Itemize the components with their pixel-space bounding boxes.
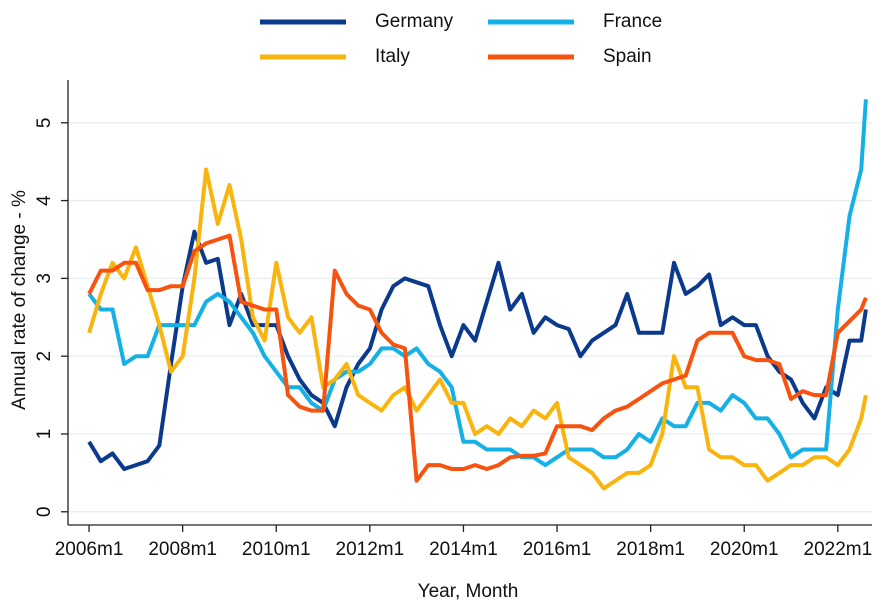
legend-label: France [603, 11, 662, 32]
y-tick-label: 5 [34, 117, 55, 128]
y-axis-label: Annual rate of change - % [9, 190, 30, 410]
x-tick-label: 2008m1 [148, 539, 217, 560]
series-line [87, 99, 868, 468]
y-tick-label: 4 [34, 195, 55, 206]
series-line [87, 167, 868, 491]
x-tick-label: 2010m1 [242, 539, 311, 560]
legend-label: Germany [375, 11, 454, 32]
x-tick-label: 2020m1 [710, 539, 779, 560]
x-tick-label: 2018m1 [616, 539, 685, 560]
x-axis-label: Year, Month [418, 581, 519, 602]
y-tick-label: 2 [34, 351, 55, 362]
x-tick-label: 2006m1 [55, 539, 124, 560]
y-tick-label: 1 [34, 429, 55, 440]
legend-label: Spain [603, 46, 652, 67]
x-tick-label: 2012m1 [336, 539, 405, 560]
x-tick-label: 2022m1 [804, 539, 873, 560]
y-tick-label: 0 [34, 506, 55, 517]
legend-label: Italy [375, 46, 410, 67]
x-tick-label: 2016m1 [523, 539, 592, 560]
series-line [87, 233, 868, 483]
series-line [87, 229, 868, 471]
x-tick-label: 2014m1 [429, 539, 498, 560]
y-tick-label: 3 [34, 273, 55, 284]
